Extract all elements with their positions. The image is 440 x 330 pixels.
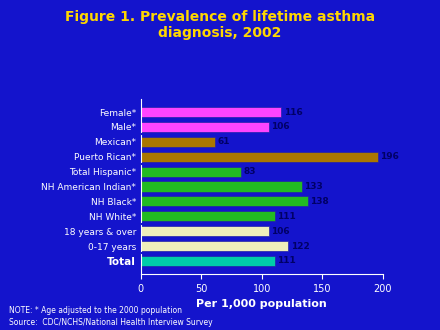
Bar bbox=[141, 137, 215, 147]
Text: 196: 196 bbox=[381, 152, 399, 161]
Bar bbox=[141, 256, 275, 266]
Text: 111: 111 bbox=[278, 212, 296, 221]
Bar bbox=[141, 182, 302, 191]
Bar bbox=[141, 226, 269, 236]
Bar bbox=[141, 107, 281, 117]
Text: Figure 1. Prevalence of lifetime asthma
diagnosis, 2002: Figure 1. Prevalence of lifetime asthma … bbox=[65, 10, 375, 40]
Text: 83: 83 bbox=[244, 167, 256, 176]
Bar bbox=[141, 122, 269, 132]
Bar bbox=[141, 196, 308, 206]
Text: 111: 111 bbox=[278, 256, 296, 265]
Text: 133: 133 bbox=[304, 182, 323, 191]
Text: 138: 138 bbox=[310, 197, 329, 206]
Bar bbox=[141, 151, 378, 162]
Text: NOTE: * Age adjusted to the 2000 population: NOTE: * Age adjusted to the 2000 populat… bbox=[9, 306, 182, 315]
Bar bbox=[141, 211, 275, 221]
Text: 122: 122 bbox=[291, 242, 310, 250]
Text: Source:  CDC/NCHS/National Health Interview Survey: Source: CDC/NCHS/National Health Intervi… bbox=[9, 318, 213, 327]
Bar bbox=[141, 241, 289, 251]
Bar bbox=[141, 167, 241, 177]
Text: 106: 106 bbox=[271, 227, 290, 236]
Text: 106: 106 bbox=[271, 122, 290, 131]
Text: 61: 61 bbox=[217, 137, 230, 146]
X-axis label: Per 1,000 population: Per 1,000 population bbox=[196, 299, 327, 309]
Text: 116: 116 bbox=[284, 108, 302, 116]
